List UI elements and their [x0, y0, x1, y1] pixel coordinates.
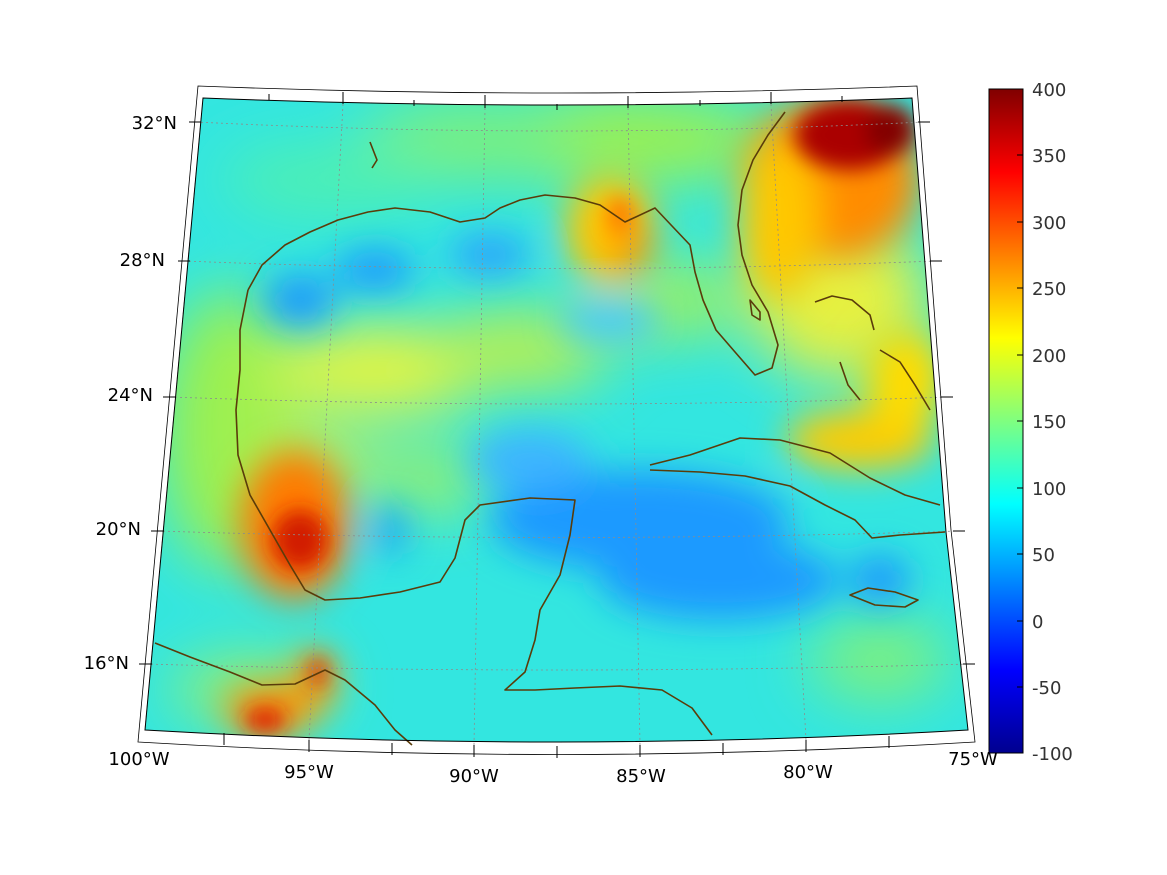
latitude-labels: 32°N 28°N 24°N 20°N 16°N — [84, 113, 177, 674]
colorbar-tick-50: 50 — [1032, 545, 1055, 566]
lon-label-100w: 100°W — [108, 749, 169, 770]
colorbar-tick-neg100: -100 — [1032, 744, 1073, 765]
lat-label-16n: 16°N — [84, 653, 129, 674]
colorbar-tick-150: 150 — [1032, 412, 1066, 433]
coastlines — [154, 111, 946, 746]
colorbar-tick-250: 250 — [1032, 279, 1066, 300]
lat-label-28n: 28°N — [120, 250, 165, 271]
colorbar-tick-400: 400 — [1032, 80, 1066, 101]
lat-label-24n: 24°N — [108, 385, 153, 406]
longitude-labels: 100°W 95°W 90°W 85°W 80°W 75°W — [108, 749, 998, 787]
lon-label-80w: 80°W — [783, 762, 833, 783]
lon-label-85w: 85°W — [616, 766, 666, 787]
map-frame — [137, 85, 976, 758]
colorbar-tick-350: 350 — [1032, 146, 1066, 167]
lon-label-75w: 75°W — [948, 749, 998, 770]
colorbar-tick-100: 100 — [1032, 479, 1066, 500]
lat-label-32n: 32°N — [132, 113, 177, 134]
colorbar: 400 350 300 250 200 150 100 50 0 -50 -10… — [988, 80, 1073, 765]
lon-label-95w: 95°W — [284, 762, 334, 783]
colorbar-tick-300: 300 — [1032, 213, 1066, 234]
colorbar-tick-200: 200 — [1032, 346, 1066, 367]
lon-label-90w: 90°W — [449, 766, 499, 787]
graticule — [144, 97, 970, 746]
colorbar-tick-0: 0 — [1032, 612, 1043, 633]
colorbar-tick-neg50: -50 — [1032, 678, 1061, 699]
data-field — [145, 98, 968, 742]
lat-label-20n: 20°N — [96, 519, 141, 540]
